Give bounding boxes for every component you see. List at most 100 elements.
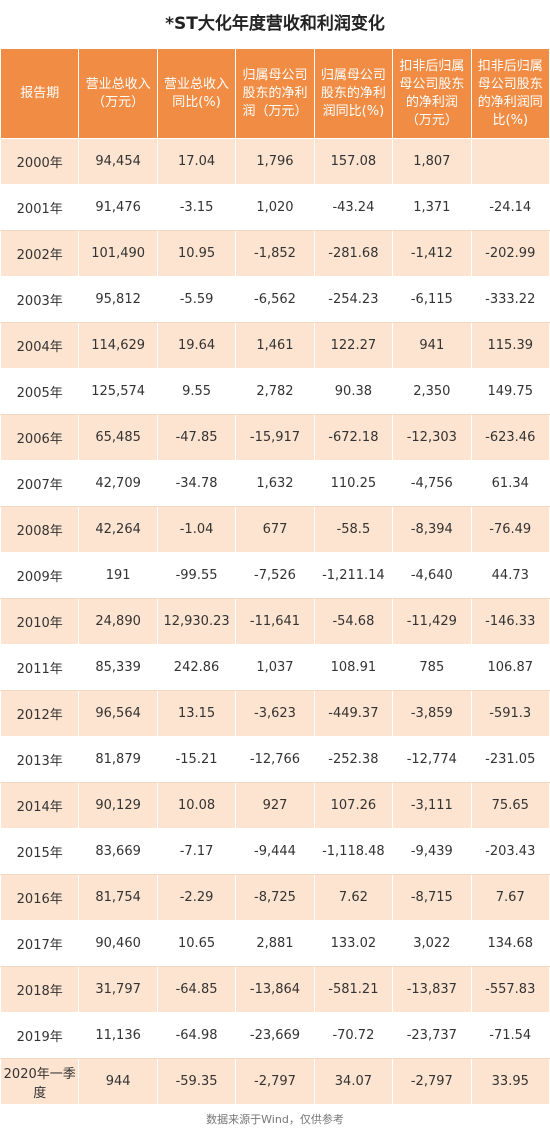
table-cell: 10.95	[156, 230, 237, 277]
table-cell: 157.08	[313, 138, 394, 185]
table-cell: 61.34	[470, 460, 550, 507]
table-cell: 2,782	[235, 368, 315, 415]
table-cell: 96,564	[78, 690, 158, 737]
table-cell: -13,864	[235, 966, 315, 1013]
table-cell: -449.37	[313, 690, 394, 737]
table-cell: 11,136	[78, 1012, 158, 1059]
table-cell: -252.38	[313, 736, 394, 783]
table-cell: 2004年	[0, 322, 80, 369]
table-cell: 1,371	[392, 184, 472, 231]
table-row: 2000年 94,454 17.04 1,796 157.08 1,807	[0, 138, 550, 185]
table-cell: 44.73	[470, 552, 550, 599]
table-cell: -12,774	[392, 736, 472, 783]
table-cell: 95,812	[78, 276, 158, 323]
table-cell: 149.75	[470, 368, 550, 415]
table-cell: -15,917	[235, 414, 315, 461]
header-cell: 扣非后归属母公司股东的净利润（万元）	[392, 48, 472, 139]
table-cell: 24,890	[78, 598, 158, 645]
table-row: 2003年 95,812 -5.59 -6,562 -254.23 -6,115 -333.…	[0, 276, 550, 323]
table-cell: 42,264	[78, 506, 158, 553]
table-cell: -581.21	[313, 966, 394, 1013]
table-cell: 2011年	[0, 644, 80, 691]
table-cell: 19.64	[156, 322, 237, 369]
table-cell: 2008年	[0, 506, 80, 553]
table-cell: 2018年	[0, 966, 80, 1013]
table-cell: 2006年	[0, 414, 80, 461]
table-cell: 2007年	[0, 460, 80, 507]
table-cell: 90,129	[78, 782, 158, 829]
table-row: 2015年 83,669 -7.17 -9,444 -1,118.48 -9,439 -20…	[0, 828, 550, 875]
table-cell: 2010年	[0, 598, 80, 645]
table-cell: -12,303	[392, 414, 472, 461]
table-row: 2002年 101,490 10.95 -1,852 -281.68 -1,412 -202…	[0, 230, 550, 277]
table-cell: -9,444	[235, 828, 315, 875]
data-table: 报告期 营业总收入（万元） 营业总收入同比(%) 归属母公司股东的净利润（万元） 归属母…	[0, 48, 550, 1105]
table-cell: 101,490	[78, 230, 158, 277]
header-cell: 归属母公司股东的净利润（万元）	[235, 48, 315, 139]
table-cell: 91,476	[78, 184, 158, 231]
table-cell: 7.62	[313, 874, 394, 921]
table-cell: -254.23	[313, 276, 394, 323]
table-cell: 12,930.23	[156, 598, 237, 645]
table-cell: -672.18	[313, 414, 394, 461]
table-row: 2010年 24,890 12,930.23 -11,641 -54.68 -11,429…	[0, 598, 550, 645]
table-cell: 13.15	[156, 690, 237, 737]
table-cell	[470, 138, 550, 185]
table-cell: -2,797	[392, 1058, 472, 1105]
table-cell: 677	[235, 506, 315, 553]
table-cell: -64.85	[156, 966, 237, 1013]
header-cell: 扣非后归属母公司股东的净利润同比(%)	[470, 48, 550, 139]
table-cell: -6,115	[392, 276, 472, 323]
table-cell: -623.46	[470, 414, 550, 461]
table-cell: -8,725	[235, 874, 315, 921]
table-row: 2001年 91,476 -3.15 1,020 -43.24 1,371 -24.14	[0, 184, 550, 231]
table-cell: 85,339	[78, 644, 158, 691]
table-cell: 106.87	[470, 644, 550, 691]
table-cell: 2002年	[0, 230, 80, 277]
table-row: 2006年 65,485 -47.85 -15,917 -672.18 -12,303 -6…	[0, 414, 550, 461]
table-cell: -6,562	[235, 276, 315, 323]
table-cell: 2,350	[392, 368, 472, 415]
table-cell: -146.33	[470, 598, 550, 645]
table-cell: 941	[392, 322, 472, 369]
table-cell: 110.25	[313, 460, 394, 507]
table-cell: 134.68	[470, 920, 550, 967]
header-cell: 归属母公司股东的净利润同比(%)	[313, 48, 394, 139]
table-cell: 2012年	[0, 690, 80, 737]
table-cell: -59.35	[156, 1058, 237, 1105]
table-cell: -557.83	[470, 966, 550, 1013]
table-row: 2014年 90,129 10.08 927 107.26 -3,111 75.65	[0, 782, 550, 829]
table-cell: -34.78	[156, 460, 237, 507]
table-cell: -281.68	[313, 230, 394, 277]
table-cell: -203.43	[470, 828, 550, 875]
table-cell: 133.02	[313, 920, 394, 967]
table-cell: 34.07	[313, 1058, 394, 1105]
table-cell: -3,111	[392, 782, 472, 829]
table-cell: 90.38	[313, 368, 394, 415]
table-cell: -8,715	[392, 874, 472, 921]
table-row: 2011年 85,339 242.86 1,037 108.91 785 106.87	[0, 644, 550, 691]
table-cell: -4,756	[392, 460, 472, 507]
table-cell: -43.24	[313, 184, 394, 231]
table-cell: -11,429	[392, 598, 472, 645]
table-cell: -8,394	[392, 506, 472, 553]
table-cell: -12,766	[235, 736, 315, 783]
table-cell: 1,020	[235, 184, 315, 231]
table-cell: 107.26	[313, 782, 394, 829]
table-cell: 785	[392, 644, 472, 691]
table-cell: -2.29	[156, 874, 237, 921]
table-row: 2020年一季度 944 -59.35 -2,797 34.07 -2,797 33.95	[0, 1058, 550, 1105]
table-cell: 94,454	[78, 138, 158, 185]
header-row: 报告期 营业总收入（万元） 营业总收入同比(%) 归属母公司股东的净利润（万元） 归属母…	[0, 48, 550, 139]
table-row: 2013年 81,879 -15.21 -12,766 -252.38 -12,774 -2…	[0, 736, 550, 783]
table-cell: 114,629	[78, 322, 158, 369]
table-row: 2009年 191 -99.55 -7,526 -1,211.14 -4,640 44.73	[0, 552, 550, 599]
table-cell: -333.22	[470, 276, 550, 323]
table-cell: -1.04	[156, 506, 237, 553]
table-cell: -24.14	[470, 184, 550, 231]
table-cell: -54.68	[313, 598, 394, 645]
table-cell: -58.5	[313, 506, 394, 553]
table-cell: 2014年	[0, 782, 80, 829]
table-cell: 83,669	[78, 828, 158, 875]
